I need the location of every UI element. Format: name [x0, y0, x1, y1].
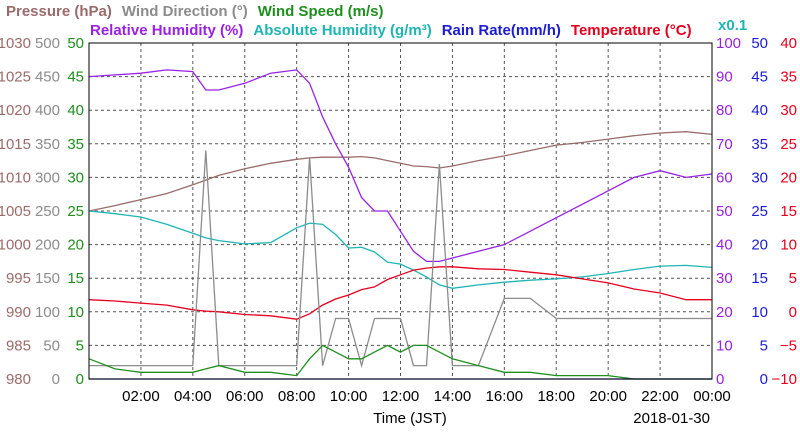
legend-entry: Wind Direction (°) — [122, 3, 248, 20]
y-tick-label: 50 — [67, 35, 84, 52]
y-tick-label: 1015 — [0, 136, 31, 153]
y-tick-label: 35 — [751, 136, 768, 153]
y-tick-label: 35 — [67, 136, 84, 153]
x-tick-label: 04:00 — [174, 388, 212, 405]
y-tick-label: 80 — [716, 102, 733, 119]
y-tick-label: 35 — [780, 69, 797, 86]
scale-note: x0.1 — [718, 17, 747, 34]
y-tick-label: 30 — [67, 169, 84, 186]
x-axis-label: Time (JST) — [373, 410, 447, 427]
x-tick-label: 00:00 — [693, 388, 731, 405]
series-line — [88, 210, 713, 289]
legend-entry: Relative Humidity (%) — [90, 22, 243, 39]
y-tick-label: 985 — [6, 337, 31, 354]
series-line — [88, 69, 713, 263]
plot-frame — [88, 42, 713, 380]
y-tick-label: 20 — [67, 237, 84, 254]
y-tick-label: 5 — [760, 337, 768, 354]
y-tick-label: 15 — [780, 203, 797, 220]
y-tick-label: 500 — [35, 35, 60, 52]
y-tick-label: 100 — [35, 304, 60, 321]
y-tick-label: 250 — [35, 203, 60, 220]
y-tick-label: −10 — [772, 371, 797, 388]
y-tick-label: 30 — [780, 102, 797, 119]
y-tick-label: 15 — [751, 270, 768, 287]
y-tick-label: 450 — [35, 69, 60, 86]
series-line — [88, 344, 712, 380]
series-line — [89, 150, 712, 369]
axis-ticks: 9809859909951000100510101015102010251030… — [0, 35, 797, 405]
y-tick-label: 40 — [780, 35, 797, 52]
y-tick-label: 30 — [751, 169, 768, 186]
y-tick-label: 10 — [67, 304, 84, 321]
y-tick-label: 10 — [751, 304, 768, 321]
x-tick-label: 18:00 — [537, 388, 575, 405]
y-tick-label: 350 — [35, 136, 60, 153]
legend-entry: Temperature (°C) — [571, 22, 692, 39]
date-label: 2018-01-30 — [633, 410, 710, 427]
y-tick-label: 150 — [35, 270, 60, 287]
y-tick-label: 40 — [751, 102, 768, 119]
y-tick-label: 0 — [789, 304, 797, 321]
y-tick-label: 1025 — [0, 69, 31, 86]
x-tick-label: 14:00 — [434, 388, 472, 405]
x-tick-label: 06:00 — [226, 388, 264, 405]
y-tick-label: −5 — [780, 337, 797, 354]
y-tick-label: 1000 — [0, 237, 31, 254]
y-tick-label: 1010 — [0, 169, 31, 186]
y-tick-label: 10 — [780, 237, 797, 254]
x-tick-label: 12:00 — [382, 388, 420, 405]
y-tick-label: 40 — [67, 102, 84, 119]
y-tick-label: 60 — [716, 169, 733, 186]
y-tick-label: 0 — [52, 371, 60, 388]
legend-entry: Pressure (hPa) — [6, 3, 112, 20]
series-line — [88, 266, 712, 320]
y-tick-label: 20 — [751, 237, 768, 254]
y-tick-label: 10 — [716, 337, 733, 354]
y-tick-label: 1030 — [0, 35, 31, 52]
legend-entry: Rain Rate(mm/h) — [442, 22, 561, 39]
x-tick-label: 20:00 — [589, 388, 627, 405]
plot-grid — [89, 43, 712, 379]
x-tick-label: 10:00 — [330, 388, 368, 405]
y-tick-label: 25 — [780, 136, 797, 153]
y-tick-label: 1020 — [0, 102, 31, 119]
y-tick-label: 15 — [67, 270, 84, 287]
y-tick-label: 45 — [67, 69, 84, 86]
y-tick-label: 300 — [35, 169, 60, 186]
y-tick-label: 20 — [716, 304, 733, 321]
y-tick-label: 50 — [751, 35, 768, 52]
x-tick-label: 02:00 — [122, 388, 160, 405]
y-tick-label: 5 — [76, 337, 84, 354]
legend: Pressure (hPa) Wind Direction (°) Wind Spe… — [6, 3, 747, 39]
y-tick-label: 20 — [780, 169, 797, 186]
y-tick-label: 40 — [716, 237, 733, 254]
y-tick-label: 45 — [751, 69, 768, 86]
y-tick-label: 0 — [76, 371, 84, 388]
y-tick-label: 50 — [716, 203, 733, 220]
y-tick-label: 25 — [751, 203, 768, 220]
x-tick-label: 16:00 — [486, 388, 524, 405]
legend-entry: Wind Speed (m/s) — [258, 3, 384, 20]
x-tick-label: 22:00 — [641, 388, 679, 405]
y-tick-label: 980 — [6, 371, 31, 388]
y-tick-label: 400 — [35, 102, 60, 119]
y-tick-label: 90 — [716, 69, 733, 86]
y-tick-label: 25 — [67, 203, 84, 220]
x-tick-label: 08:00 — [278, 388, 316, 405]
y-tick-label: 70 — [716, 136, 733, 153]
y-tick-label: 0 — [716, 371, 724, 388]
y-tick-label: 50 — [43, 337, 60, 354]
legend-entry: Absolute Humidity (g/m³) — [253, 22, 431, 39]
y-tick-label: 1005 — [0, 203, 31, 220]
y-tick-label: 100 — [716, 35, 741, 52]
y-tick-label: 5 — [789, 270, 797, 287]
y-tick-label: 990 — [6, 304, 31, 321]
y-tick-label: 0 — [760, 371, 768, 388]
y-tick-label: 30 — [716, 270, 733, 287]
y-tick-label: 200 — [35, 237, 60, 254]
y-tick-label: 995 — [6, 270, 31, 287]
